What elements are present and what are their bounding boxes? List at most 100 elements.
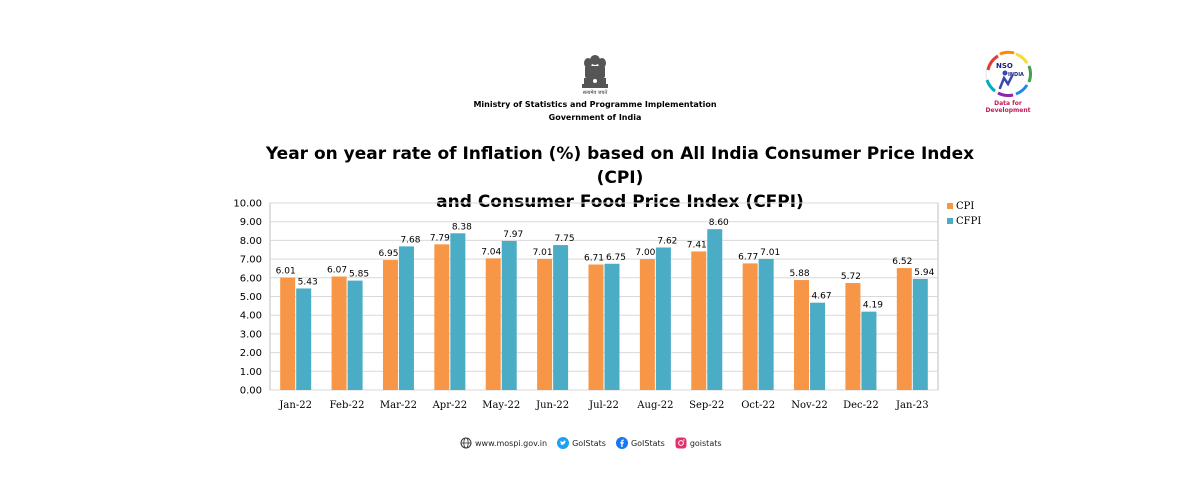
svg-text:NSO: NSO <box>996 62 1013 70</box>
y-tick-label: 2.00 <box>240 348 262 359</box>
data-label-cfpi: 5.43 <box>298 277 318 287</box>
bar-cpi <box>588 264 604 390</box>
bar-cfpi <box>655 247 671 390</box>
x-tick-label: Dec-22 <box>843 400 879 411</box>
bar-cfpi <box>398 246 414 390</box>
bar-cfpi <box>912 278 928 390</box>
y-tick-label: 1.00 <box>240 367 262 378</box>
data-label-cpi: 7.00 <box>635 248 655 258</box>
globe-icon <box>460 437 472 449</box>
bar-cfpi <box>501 240 517 390</box>
website-link[interactable]: www.mospi.gov.in <box>460 437 547 449</box>
x-tick-label: Jun-22 <box>535 400 569 411</box>
y-tick-label: 10.00 <box>233 199 262 210</box>
twitter-handle: GoIStats <box>572 438 606 448</box>
data-label-cpi: 6.52 <box>892 257 912 267</box>
data-label-cpi: 7.04 <box>481 247 501 257</box>
x-tick-label: Jul-22 <box>588 400 619 411</box>
data-label-cfpi: 5.94 <box>914 268 934 278</box>
government-name: Government of India <box>548 113 642 122</box>
bar-cpi <box>537 258 553 390</box>
bar-cfpi <box>810 302 826 390</box>
y-tick-label: 4.00 <box>240 311 262 322</box>
data-label-cfpi: 8.38 <box>452 222 472 232</box>
data-label-cfpi: 7.62 <box>657 237 677 247</box>
bar-cpi <box>896 268 912 390</box>
data-label-cfpi: 6.75 <box>606 253 626 263</box>
legend-label-cpi: CPI <box>956 201 974 212</box>
bar-cfpi <box>347 280 363 390</box>
facebook-icon <box>615 437 628 449</box>
instagram-link[interactable]: goistats <box>675 437 722 449</box>
bar-cpi <box>742 263 758 390</box>
data-label-cpi: 6.71 <box>584 254 604 264</box>
bar-cfpi <box>707 229 723 390</box>
bar-cpi <box>280 277 296 390</box>
data-label-cfpi: 5.85 <box>349 270 369 280</box>
legend-swatch-cpi <box>947 203 953 209</box>
bar-cpi <box>382 260 398 390</box>
y-tick-label: 5.00 <box>240 292 262 303</box>
bar-cpi <box>794 280 810 390</box>
x-tick-label: May-22 <box>482 400 520 411</box>
instagram-icon <box>675 437 687 449</box>
data-label-cpi: 7.41 <box>687 240 707 250</box>
data-label-cfpi: 7.01 <box>760 248 780 258</box>
logo-tagline: Data for Development <box>985 100 1031 114</box>
data-label-cfpi: 7.68 <box>400 235 420 245</box>
legend-swatch-cfpi <box>947 218 953 224</box>
nso-logo-icon: NSO INDIA <box>985 50 1032 98</box>
chart-title-line1: Year on year rate of Inflation (%) based… <box>265 144 975 188</box>
data-label-cfpi: 8.60 <box>709 218 729 228</box>
bar-cpi <box>639 259 655 390</box>
facebook-link[interactable]: GoIStats <box>615 437 665 449</box>
bar-cfpi <box>553 245 569 390</box>
social-footer: www.mospi.gov.in GoIStats GoIStats goist… <box>460 435 732 451</box>
bar-cpi <box>485 258 501 390</box>
ministry-name: Ministry of Statistics and Programme Imp… <box>473 100 717 109</box>
x-tick-label: Oct-22 <box>741 400 775 411</box>
data-label-cpi: 7.01 <box>533 248 553 258</box>
data-label-cfpi: 4.67 <box>812 292 832 302</box>
x-tick-label: Sep-22 <box>689 400 724 411</box>
inflation-bar-chart: 0.00 1.00 2.00 3.00 4.00 5.00 6.00 7.00 8.00 9.00… <box>233 199 981 412</box>
data-label-cpi: 6.01 <box>276 267 296 277</box>
x-tick-label: Nov-22 <box>791 400 828 411</box>
motto-text: सत्यमेव जयते <box>582 90 608 96</box>
y-tick-label: 7.00 <box>240 255 262 266</box>
svg-text:INDIA: INDIA <box>1008 72 1024 78</box>
bar-cfpi <box>450 233 466 390</box>
data-label-cfpi: 7.75 <box>555 234 575 244</box>
x-tick-label: Jan-23 <box>895 400 929 411</box>
ministry-header: सत्यमेव जयते Ministry of Statistics and … <box>440 52 750 122</box>
data-label-cpi: 6.77 <box>738 252 758 262</box>
y-tick-label: 9.00 <box>240 217 262 228</box>
bar-cpi <box>434 244 450 390</box>
bar-cfpi <box>861 311 877 390</box>
website-text: www.mospi.gov.in <box>475 438 548 448</box>
instagram-handle: goistats <box>689 438 722 448</box>
data-label-cfpi: 7.97 <box>503 230 523 240</box>
x-tick-label: Jan-22 <box>278 400 312 411</box>
x-tick-label: Apr-22 <box>432 400 468 411</box>
data-label-cpi: 6.07 <box>327 265 347 275</box>
bar-cfpi <box>604 263 620 390</box>
twitter-link[interactable]: GoIStats <box>557 437 606 449</box>
nso-logo: NSO INDIA Data for Development <box>973 48 1043 114</box>
y-tick-label: 0.00 <box>240 386 262 397</box>
y-tick-label: 6.00 <box>240 273 262 284</box>
bar-cpi <box>845 283 861 390</box>
x-tick-label: Feb-22 <box>330 400 365 411</box>
legend-label-cfpi: CFPI <box>956 216 981 227</box>
data-label-cpi: 5.72 <box>841 272 861 282</box>
facebook-handle: GoIStats <box>630 438 665 448</box>
bar-cpi <box>691 251 707 390</box>
chart-title: Year on year rate of Inflation (%) based… <box>240 142 1000 214</box>
y-tick-label: 8.00 <box>240 236 262 247</box>
x-tick-label: Aug-22 <box>636 400 673 411</box>
bar-cfpi <box>296 288 312 390</box>
bar-cfpi <box>758 258 774 390</box>
data-label-cfpi: 4.19 <box>863 301 883 311</box>
bar-cpi <box>331 276 347 390</box>
chart-title-line2: and Consumer Food Price Index (CFPI) <box>436 192 804 212</box>
